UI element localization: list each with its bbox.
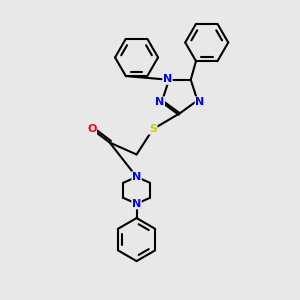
Text: S: S [149,124,157,134]
Text: N: N [155,97,164,107]
Text: O: O [87,124,97,134]
Text: N: N [132,172,141,182]
Text: N: N [163,74,172,84]
Text: N: N [195,97,205,107]
Text: N: N [132,199,141,209]
